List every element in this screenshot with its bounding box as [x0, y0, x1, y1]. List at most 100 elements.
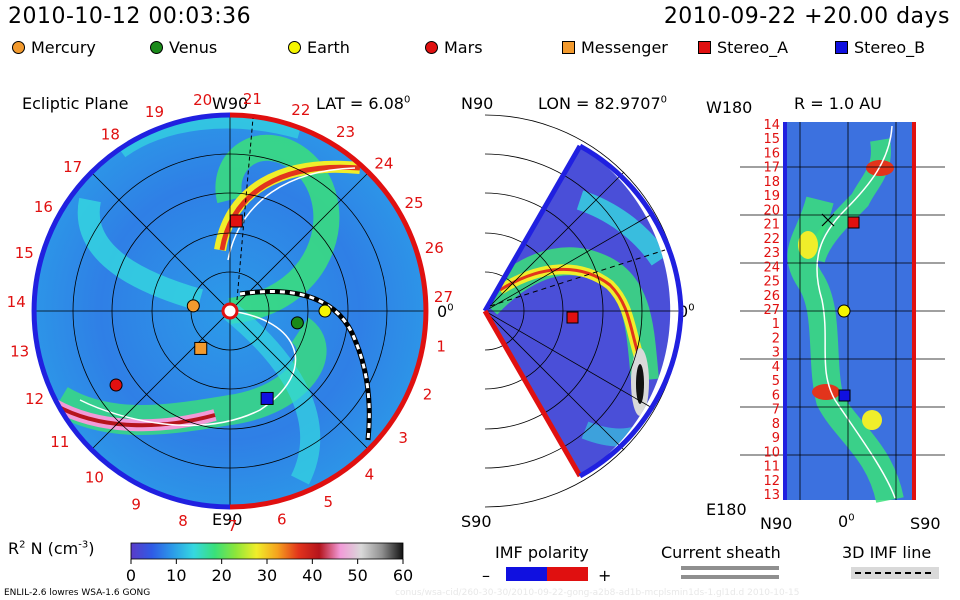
- rotation-number: 26: [425, 239, 444, 257]
- legend-stereo-a: Stereo_A: [698, 38, 788, 57]
- legend-stereo-b: Stereo_B: [835, 38, 925, 57]
- colorbar-tick-label: 50: [347, 566, 367, 585]
- rotation-number: 9: [131, 495, 141, 513]
- colorbar-tick-label: 10: [166, 566, 186, 585]
- model-version: ENLIL-2.6 lowres WSA-1.6 GONG: [4, 588, 151, 598]
- rotation-number: 17: [63, 158, 82, 176]
- meridional-top-label: N90: [461, 94, 494, 113]
- map-x-right-label: S90: [910, 514, 941, 533]
- map-row-label: 6: [772, 388, 780, 403]
- colorbar-label: R2 N (cm-3): [8, 539, 95, 558]
- imf-positive-swatch: [547, 567, 588, 581]
- map-row-label: 16: [763, 146, 780, 161]
- map-earth-marker: [837, 304, 851, 318]
- colorbar-tick-label: 60: [393, 566, 413, 585]
- rotation-number: 8: [178, 512, 188, 530]
- map-row-label: 12: [763, 474, 780, 489]
- ecliptic-title: Ecliptic Plane: [22, 94, 129, 113]
- rotation-number: 25: [405, 194, 424, 212]
- rotation-number: 4: [365, 465, 375, 483]
- stereo-b-marker-icon: [835, 41, 848, 54]
- imf-minus-label: –: [482, 566, 490, 585]
- map-row-label: 18: [763, 175, 780, 190]
- map-row-label: 19: [763, 189, 780, 204]
- mercury-marker-icon: [12, 41, 25, 54]
- imf-negative-swatch: [506, 567, 547, 581]
- imf-polarity-title: IMF polarity: [495, 543, 589, 562]
- rotation-number: 14: [7, 293, 26, 311]
- map-row-label: 25: [763, 275, 780, 290]
- map-row-label: 5: [772, 374, 780, 389]
- rotation-number: 22: [291, 101, 310, 119]
- colorbar-rect: [130, 542, 404, 560]
- sun-marker-icon: [221, 302, 239, 320]
- map-x-left-label: N90: [760, 514, 793, 533]
- rotation-number: 13: [10, 343, 29, 361]
- map-row-label: 13: [763, 488, 780, 503]
- rotation-number: 16: [34, 198, 53, 216]
- colorbar-tick-label: 40: [302, 566, 322, 585]
- current-sheath-swatch-1: [681, 566, 779, 570]
- rotation-number: 24: [374, 154, 393, 172]
- current-sheath-title: Current sheath: [661, 543, 781, 562]
- rotation-number: 19: [145, 103, 164, 121]
- map-row-label: 9: [772, 431, 780, 446]
- map-row-label: 4: [772, 360, 780, 375]
- meridional-lon-label: LON = 82.97070: [538, 94, 668, 113]
- rotation-number: 2: [423, 385, 433, 403]
- watermark: conus/wsa-cid/260-30-30/2010-09-22-gong-…: [395, 588, 800, 598]
- current-sheath-swatch-2: [681, 575, 779, 579]
- map-row-label: 20: [763, 203, 780, 218]
- rotation-number: 23: [336, 123, 355, 141]
- venus-marker: [290, 316, 304, 330]
- colorbar: 0 10 20 30 40 50 60: [126, 542, 413, 585]
- mercury-marker: [186, 299, 200, 313]
- colorbar-tick-label: 30: [257, 566, 277, 585]
- map-bottom-left-label: E180: [706, 500, 747, 519]
- meridional-density-features: [485, 190, 669, 447]
- rotation-number: 12: [25, 390, 44, 408]
- stereo-b-marker: [260, 391, 274, 405]
- meridional-imf-line: [489, 249, 666, 307]
- rotation-number: 1: [436, 338, 446, 356]
- map-row-label: 10: [763, 445, 780, 460]
- rotation-number: 20: [193, 91, 212, 109]
- ecliptic-rotation-labels: 2122232425262712345678910111213141516171…: [7, 90, 453, 535]
- stereo-a-direction-line: [236, 117, 254, 301]
- map-top-left-label: W180: [706, 98, 753, 117]
- map-row-label: 23: [763, 246, 780, 261]
- map-row-label: 15: [763, 132, 780, 147]
- ecliptic-right-label: 00: [437, 302, 454, 321]
- map-row-label: 17: [763, 161, 780, 176]
- venus-marker-icon: [150, 41, 163, 54]
- map-row-label: 27: [763, 303, 780, 318]
- messenger-marker: [194, 341, 208, 355]
- rotation-number: 6: [277, 511, 287, 529]
- map-row-label: 26: [763, 289, 780, 304]
- map-row-label: 14: [763, 118, 780, 133]
- ecliptic-top-label: W90: [212, 94, 249, 113]
- rotation-number: 7: [228, 517, 238, 535]
- colorbar-tick-label: 20: [211, 566, 231, 585]
- imf-line-title: 3D IMF line: [842, 543, 932, 562]
- map-current-sheet: [816, 125, 896, 499]
- map-x-mid-label: 00: [838, 512, 855, 531]
- map-stereo-b-marker: [838, 389, 851, 402]
- meridional-edge-red: [482, 309, 583, 478]
- imf-line-dashed: [239, 290, 371, 441]
- legend-mercury: Mercury: [12, 38, 96, 57]
- map-row-label: 8: [772, 417, 780, 432]
- map-radius-label: R = 1.0 AU: [794, 94, 882, 113]
- rotation-number: 15: [15, 244, 34, 262]
- messenger-marker-icon: [562, 41, 575, 54]
- rotation-number: 5: [323, 493, 333, 511]
- map-row-labels: 1415161718192021222324252627123456789101…: [763, 118, 780, 503]
- colorbar-tick-label: 0: [126, 566, 136, 585]
- run-info: 2010-09-22 +20.00 days: [663, 4, 950, 29]
- legend-mars: Mars: [425, 38, 483, 57]
- ecliptic-bottom-label: E90: [212, 510, 243, 529]
- footer-legend-graphics: [506, 566, 939, 581]
- map-row-label: 7: [772, 403, 780, 418]
- rotation-number: 18: [101, 126, 120, 144]
